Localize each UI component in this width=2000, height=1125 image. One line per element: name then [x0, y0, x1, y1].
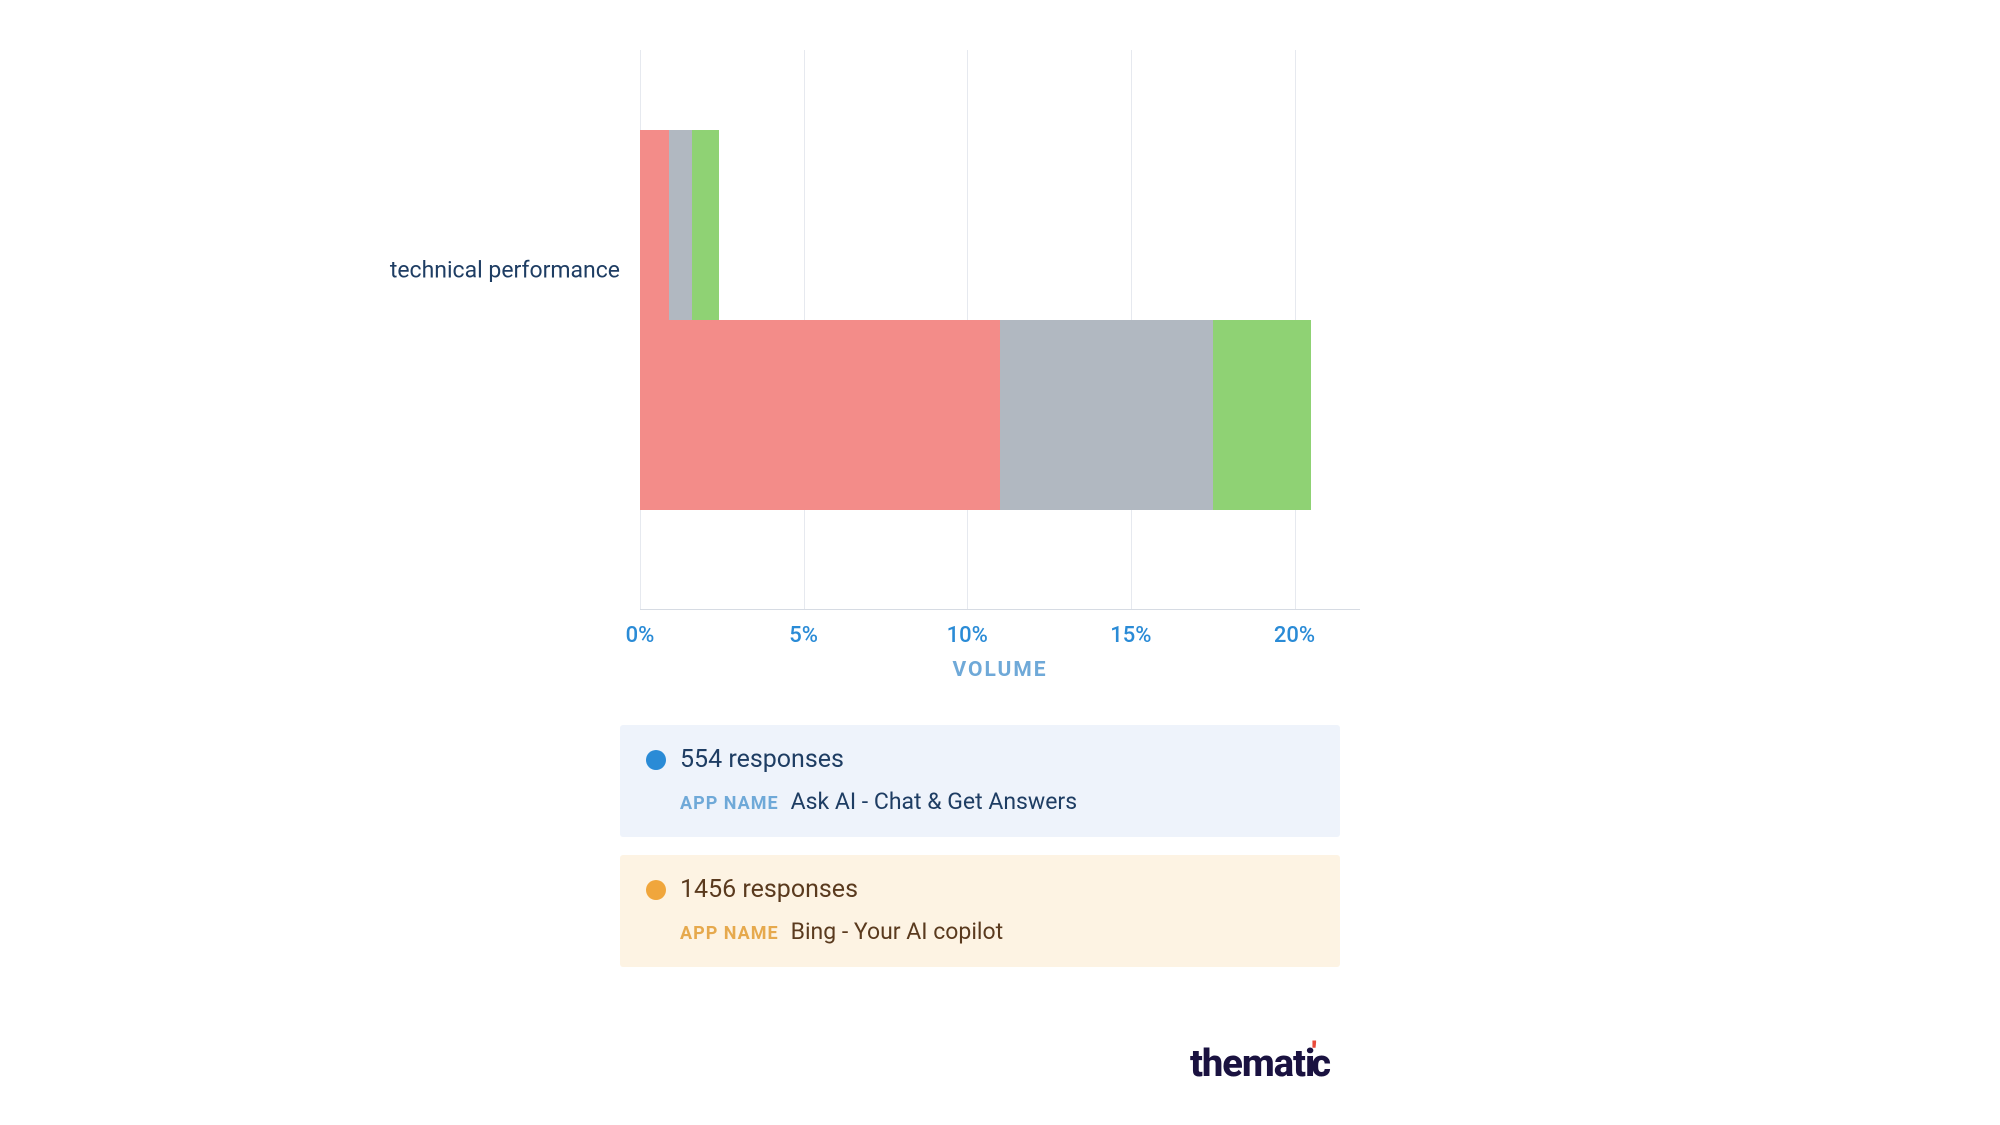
legend-dot-icon	[646, 880, 666, 900]
bar-row	[640, 130, 1360, 320]
appname-label: APP NAME	[680, 923, 779, 944]
legend-card: 554 responses APP NAME Ask AI - Chat & Get…	[620, 725, 1340, 837]
brand-logo: themati′c	[1190, 1042, 1330, 1086]
x-axis-title: VOLUME	[952, 658, 1047, 682]
x-axis-tick: 0%	[626, 623, 655, 648]
x-axis-tick: 5%	[789, 623, 818, 648]
legend-card: 1456 responses APP NAME Bing - Your AI cop…	[620, 855, 1340, 967]
legend: 554 responses APP NAME Ask AI - Chat & Get…	[620, 725, 1340, 985]
appname-label: APP NAME	[680, 793, 779, 814]
bar-segment	[640, 130, 669, 320]
bar-segment	[640, 320, 1000, 510]
chart: 0%5%10%15%20%technical performance VOLUM…	[640, 50, 1360, 610]
brand-text-main: themat	[1190, 1042, 1305, 1086]
bar-segment	[669, 130, 692, 320]
x-axis-tick: 15%	[1110, 623, 1151, 648]
legend-dot-icon	[646, 750, 666, 770]
appname-value: Bing - Your AI copilot	[791, 918, 1004, 945]
category-label: technical performance	[390, 257, 620, 284]
chart-plot-area: 0%5%10%15%20%technical performance	[640, 50, 1360, 610]
brand-text-accent: ′	[1312, 1037, 1316, 1067]
responses-count: 554 responses	[680, 745, 844, 774]
appname-value: Ask AI - Chat & Get Answers	[791, 788, 1077, 815]
x-axis-tick: 10%	[947, 623, 988, 648]
responses-count: 1456 responses	[680, 875, 858, 904]
bar-row	[640, 320, 1360, 510]
bar-segment	[692, 130, 718, 320]
bar-segment	[1213, 320, 1311, 510]
bar-segment	[1000, 320, 1213, 510]
x-axis-tick: 20%	[1274, 623, 1315, 648]
